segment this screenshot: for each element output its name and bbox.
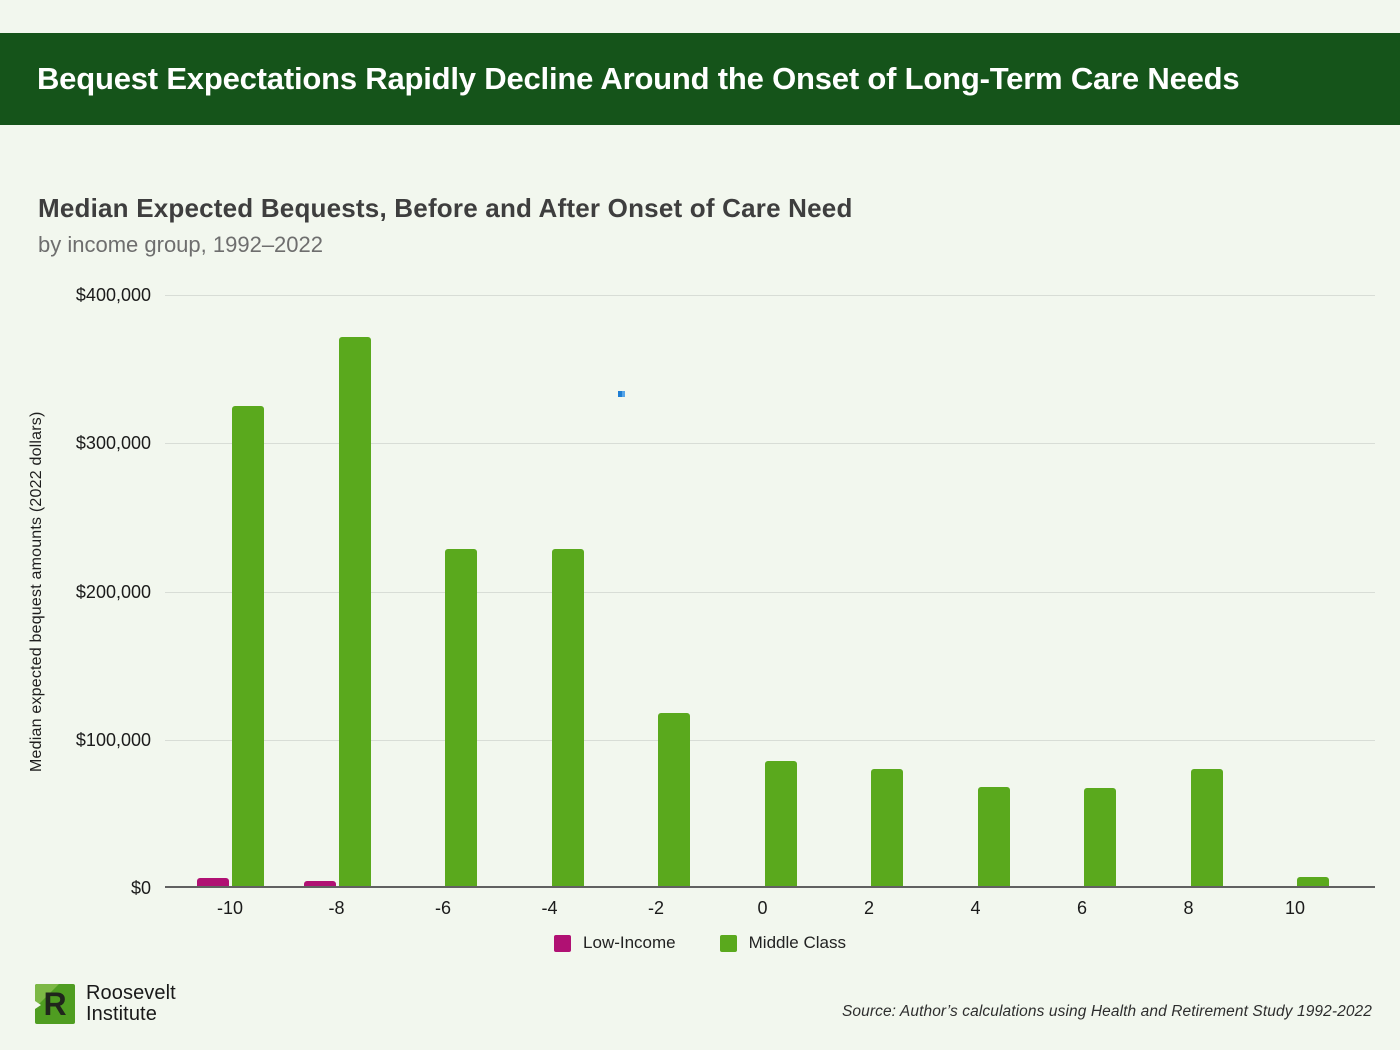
roosevelt-institute-logo: R Roosevelt Institute: [35, 983, 176, 1025]
bar-middle-class-x-2: [658, 713, 690, 886]
x-tick-label-6: 6: [1076, 898, 1088, 918]
bar-middle-class-x-4: [552, 549, 584, 886]
legend-item-middle-class: Middle Class: [719, 933, 846, 953]
svg-text:R: R: [43, 986, 66, 1022]
y-tick-label: $0: [130, 878, 151, 898]
x-tick-label-8: 8: [1183, 898, 1194, 918]
bar-low-income-x-10: [197, 878, 229, 886]
chart-legend: Low-Income Middle Class: [0, 933, 1400, 953]
roosevelt-logo-icon: R: [35, 984, 75, 1024]
legend-label: Low-Income: [583, 933, 676, 952]
bar-low-income-x-8: [304, 881, 336, 886]
y-tick-label: $100,000: [75, 729, 151, 750]
logo-line2: Institute: [86, 1003, 157, 1025]
bar-middle-class-x10: [1297, 877, 1329, 886]
gridline-300000: [165, 443, 1375, 445]
x-tick-label-0: 0: [757, 898, 768, 918]
stray-blue-mark: [618, 391, 625, 397]
bar-middle-class-x-8: [339, 337, 371, 886]
legend-swatch-icon: [554, 934, 572, 952]
x-tick-label-4: 4: [970, 898, 981, 918]
bar-middle-class-x6: [1084, 788, 1116, 886]
y-tick-label: $200,000: [75, 581, 151, 602]
bar-middle-class-x-10: [232, 406, 264, 886]
bar-middle-class-x2: [871, 769, 903, 886]
x-tick-label--2: -2: [647, 898, 665, 918]
x-tick-label-10: 10: [1284, 898, 1306, 918]
chart-header: Median Expected Bequests, Before and Aft…: [38, 193, 853, 258]
gridline-200000: [165, 591, 1375, 593]
x-tick-label-2: 2: [863, 898, 875, 918]
bar-chart-plot-area: $0 $100,000 $200,000 $300,000 $400,000 -10 -8 -…: [76, 285, 1375, 918]
legend-item-low-income: Low-Income: [554, 933, 676, 953]
y-tick-label: $300,000: [75, 433, 151, 454]
bar-middle-class-x4: [978, 787, 1010, 886]
bar-middle-class-x-6: [445, 549, 477, 886]
banner-title: Bequest Expectations Rapidly Decline Aro…: [37, 61, 1240, 96]
logo-line1: Roosevelt: [86, 982, 176, 1004]
chart-title: Median Expected Bequests, Before and Aft…: [38, 193, 853, 223]
chart-subtitle: by income group, 1992–2022: [38, 232, 323, 257]
gridline-400000: [165, 295, 1375, 296]
bar-middle-class-x0: [765, 761, 797, 886]
logo-wordmark: Roosevelt Institute: [86, 983, 176, 1025]
x-tick-label--8: -8: [328, 898, 345, 918]
x-tick-label--4: -4: [541, 898, 558, 918]
banner: Bequest Expectations Rapidly Decline Aro…: [0, 33, 1400, 125]
legend-swatch-icon: [719, 934, 737, 952]
x-tick-label--10: -10: [216, 898, 244, 918]
bar-middle-class-x8: [1191, 769, 1223, 886]
x-tick-label--6: -6: [434, 898, 452, 918]
source-note: Source: Author’s calculations using Heal…: [841, 1003, 1372, 1020]
gridline-100000: [165, 739, 1375, 741]
y-tick-label: $400,000: [75, 285, 151, 305]
legend-label: Middle Class: [748, 933, 846, 952]
